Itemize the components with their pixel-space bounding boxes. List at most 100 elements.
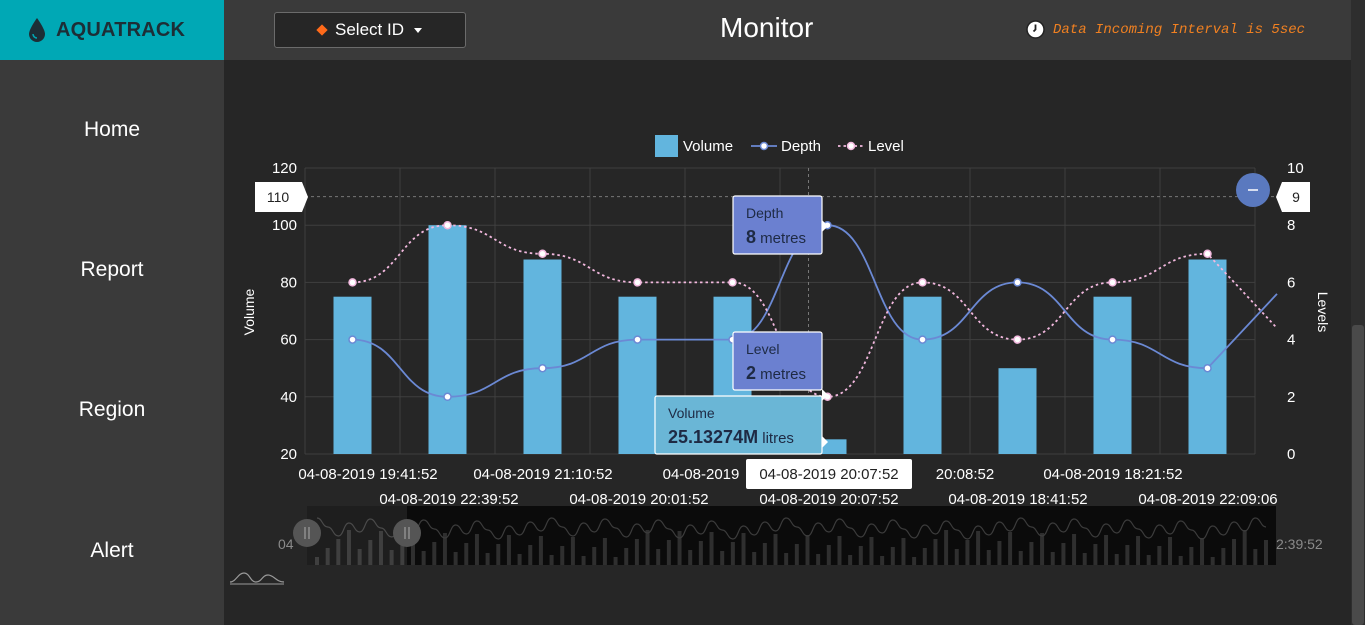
y-tick-left: 60 [280, 332, 297, 349]
level-point[interactable] [823, 392, 832, 402]
minus-zoom-button[interactable] [1236, 173, 1270, 207]
navigator-bar [848, 555, 853, 565]
navigator-handle-right[interactable] [393, 519, 421, 547]
scrollbar-thumb[interactable] [1352, 325, 1364, 625]
navigator-bar [1114, 554, 1119, 565]
level-point[interactable] [348, 278, 357, 287]
navigator-bar [400, 541, 405, 565]
depth-point[interactable] [823, 220, 832, 230]
y-tick-right: 8 [1287, 217, 1295, 234]
volume-bar[interactable] [428, 225, 467, 454]
navigator-bar [624, 548, 629, 565]
tooltip-pointer [822, 436, 828, 448]
volume-bar[interactable] [1188, 259, 1227, 454]
navigator-bar [368, 540, 373, 565]
navigator-background[interactable] [307, 506, 1276, 565]
navigator-bar [1168, 537, 1173, 565]
wave-chart-icon[interactable] [228, 570, 286, 588]
depth-point[interactable] [443, 392, 452, 402]
navigator-bar [1221, 548, 1226, 565]
volume-bar[interactable] [523, 259, 562, 454]
sidebar-item-region[interactable]: Region [78, 398, 146, 421]
y-tick-right: 2 [1287, 389, 1295, 406]
volume-bar[interactable] [618, 296, 657, 454]
sidebar-item-alert[interactable]: Alert [90, 539, 134, 562]
navigator-bar [378, 531, 383, 565]
navigator-bar [762, 543, 767, 565]
level-point[interactable] [443, 220, 452, 230]
water-drop-icon [29, 18, 45, 42]
app-logo[interactable]: AQUATRACK [0, 0, 224, 60]
legend-depth-label: Depth [781, 138, 821, 155]
volume-bar[interactable] [903, 296, 942, 454]
level-point[interactable] [1108, 278, 1117, 287]
depth-line [352, 224, 1278, 398]
diamond-icon [316, 24, 328, 36]
level-point[interactable] [918, 278, 927, 287]
x-tick-label: 04-08-2019 20:01:52 [569, 491, 708, 508]
navigator-bar [336, 539, 341, 565]
navigator-bar [794, 544, 799, 565]
depth-point[interactable] [918, 335, 927, 344]
navigator-bar [965, 540, 970, 565]
navigator-bar [997, 541, 1002, 565]
crosshair-x-label-box [746, 459, 912, 489]
y-tick-left: 80 [280, 274, 297, 291]
navigator-bar [709, 532, 714, 565]
navigator-bar [752, 552, 757, 565]
navigator-selection[interactable] [307, 506, 407, 565]
sidebar-item-report[interactable]: Report [80, 258, 144, 281]
level-point[interactable] [728, 278, 737, 287]
navigator-bar [602, 538, 607, 565]
x-tick-label: 20:08:52 [936, 466, 994, 483]
navigator-bar [880, 556, 885, 565]
volume-bar[interactable] [1093, 296, 1132, 454]
navigator-bar [1210, 557, 1215, 565]
tooltip-value: 2 metres [746, 363, 806, 383]
legend-level-marker [846, 141, 856, 151]
select-id-label: Select ID [335, 20, 404, 39]
legend-volume-label: Volume [683, 138, 733, 155]
depth-point[interactable] [1013, 278, 1022, 287]
navigator-bar [560, 546, 565, 565]
navigator-bar [1050, 552, 1055, 565]
navigator-bar [613, 557, 618, 565]
tooltip-title: Depth [746, 205, 783, 221]
navigator-bar [1136, 536, 1141, 565]
navigator-bar [496, 544, 501, 565]
level-point[interactable] [538, 249, 547, 259]
depth-point[interactable] [348, 335, 357, 344]
level-point[interactable] [1013, 335, 1022, 344]
y-tick-right: 6 [1287, 274, 1295, 291]
navigator-bar [677, 531, 682, 565]
navigator-bar [986, 550, 991, 565]
volume-bar[interactable] [808, 439, 847, 454]
navigator-handle-left[interactable] [293, 519, 321, 547]
tooltip-box [732, 331, 823, 391]
depth-point[interactable] [633, 335, 642, 344]
navigator-bar [570, 537, 575, 565]
depth-point[interactable] [538, 363, 547, 373]
navigator-bar [432, 542, 437, 565]
sidebar-item-home[interactable]: Home [83, 118, 141, 141]
depth-point[interactable] [1108, 335, 1117, 344]
tooltip-title: Level [746, 341, 779, 357]
app-name: AQUATRACK [56, 18, 186, 41]
navigator-bar [1242, 530, 1247, 565]
volume-bar[interactable] [333, 296, 372, 454]
volume-bar[interactable] [998, 368, 1037, 454]
level-point[interactable] [1203, 249, 1212, 259]
tooltip-pointer [822, 220, 828, 232]
depth-point[interactable] [1203, 363, 1212, 373]
level-point[interactable] [633, 278, 642, 287]
navigator-bar [816, 554, 821, 565]
depth-point[interactable] [728, 335, 737, 344]
navigator-bar [634, 539, 639, 565]
select-id-dropdown[interactable]: Select ID [274, 12, 466, 48]
sidebar: Home Report Region Alert [0, 60, 224, 625]
volume-bar[interactable] [713, 296, 752, 454]
tooltip-value: 8 metres [746, 227, 806, 247]
x-tick-label: 04-08-2019 21:10:52 [473, 466, 612, 483]
navigator-bar [890, 547, 895, 565]
navigator-bar [933, 539, 938, 565]
